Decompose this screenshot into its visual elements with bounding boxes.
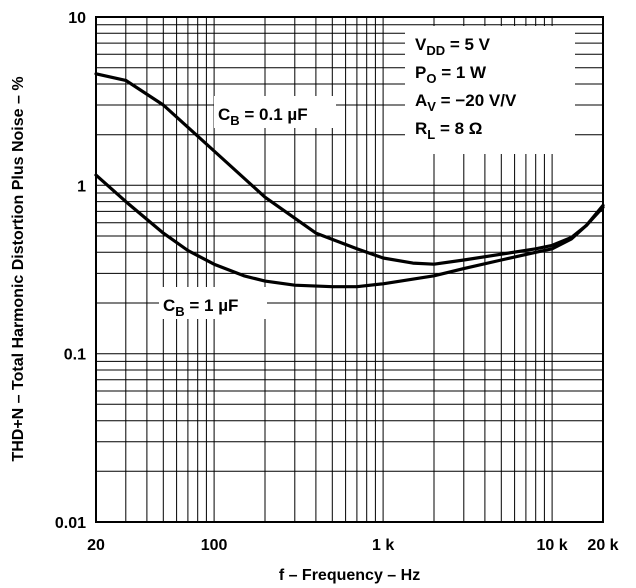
x-tick-label: 1 k [372,537,394,554]
y-tick-label: 0.1 [64,347,86,364]
y-tick-label: 0.01 [55,515,86,532]
y-axis-label: THD+N – Total Harmonic Distortion Plus N… [10,76,27,461]
x-tick-label: 20 k [587,537,618,554]
x-tick-label: 20 [87,537,105,554]
x-tick-label: 100 [201,537,228,554]
x-tick-label: 10 k [537,537,568,554]
y-tick-label: 10 [68,10,86,27]
y-tick-label: 1 [77,178,86,195]
x-axis-label: f – Frequency – Hz [279,567,420,584]
series-line-1 [96,175,603,287]
